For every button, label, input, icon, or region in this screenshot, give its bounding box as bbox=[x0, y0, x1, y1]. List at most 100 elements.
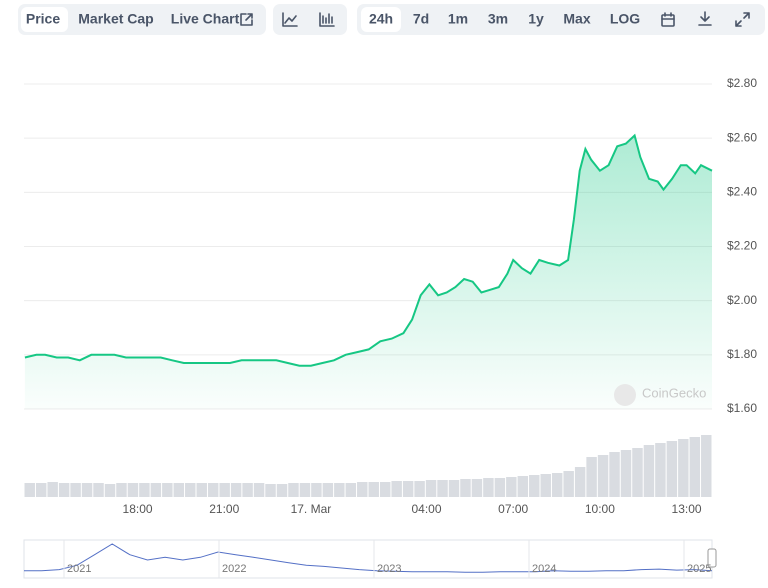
volume-bar bbox=[425, 480, 437, 497]
line-icon[interactable] bbox=[282, 12, 298, 27]
volume-bar bbox=[127, 483, 139, 497]
volume-bar bbox=[35, 483, 47, 497]
y-tick-label: $2.60 bbox=[727, 130, 757, 144]
volume-bar bbox=[437, 480, 448, 497]
expand-icon[interactable] bbox=[735, 12, 750, 27]
volume-bar bbox=[632, 448, 643, 497]
view-selected bbox=[21, 7, 68, 32]
chart-type-group bbox=[273, 4, 347, 35]
range-button[interactable]: 7d bbox=[413, 11, 429, 27]
candle-icon[interactable] bbox=[319, 12, 335, 27]
volume-bar bbox=[460, 479, 471, 497]
volume-bar bbox=[311, 483, 322, 497]
x-tick-label: 17. Mar bbox=[291, 502, 332, 516]
volume-bar bbox=[574, 467, 586, 497]
range-button[interactable]: 1y bbox=[528, 11, 544, 27]
x-tick-label: 10:00 bbox=[585, 502, 615, 516]
volume-bar bbox=[253, 483, 265, 497]
volume-bar bbox=[609, 452, 620, 497]
volume-bar bbox=[506, 477, 517, 497]
range-button[interactable]: Max bbox=[563, 11, 590, 27]
price-line bbox=[24, 133, 713, 367]
volume-bar bbox=[391, 481, 402, 497]
volume-bar bbox=[58, 483, 70, 497]
y-tick-label: $2.40 bbox=[727, 185, 757, 199]
watermark-logo bbox=[614, 384, 636, 406]
volume-bar bbox=[288, 483, 299, 497]
range-selected bbox=[361, 7, 401, 32]
volume-bar bbox=[116, 483, 127, 497]
volume-bar bbox=[655, 443, 666, 497]
volume-bar bbox=[517, 476, 529, 497]
x-tick-label: 07:00 bbox=[498, 502, 528, 516]
volume-bar bbox=[81, 483, 93, 497]
volume-bar bbox=[494, 478, 506, 497]
volume-bar bbox=[529, 475, 540, 497]
navigator-label: 2024 bbox=[532, 563, 556, 575]
volume-bar bbox=[334, 483, 345, 497]
y-tick-label: $2.80 bbox=[727, 76, 757, 90]
navigator[interactable] bbox=[23, 539, 713, 579]
view-button[interactable]: Market Cap bbox=[78, 11, 153, 27]
volume-bar bbox=[185, 483, 196, 497]
volume-bar bbox=[230, 483, 242, 497]
volume-bar bbox=[666, 441, 678, 497]
volume-bar bbox=[551, 473, 563, 497]
volume-bar bbox=[448, 480, 460, 497]
download-icon[interactable] bbox=[698, 11, 712, 26]
volume-bar bbox=[357, 482, 368, 497]
volume-bar bbox=[173, 483, 185, 497]
volume-bar bbox=[379, 482, 391, 497]
volume-bar bbox=[689, 437, 701, 497]
x-tick-label: 04:00 bbox=[411, 502, 441, 516]
volume-bar bbox=[701, 435, 712, 497]
volume-bar bbox=[242, 483, 253, 497]
volume-bar bbox=[540, 474, 551, 497]
volume-bar bbox=[368, 482, 379, 497]
volume-bar bbox=[139, 483, 150, 497]
navigator-label: 2022 bbox=[222, 563, 246, 575]
volume-bar bbox=[47, 482, 58, 497]
navigator-handle[interactable] bbox=[707, 548, 717, 568]
y-tick-label: $1.80 bbox=[727, 347, 757, 361]
volume-bar bbox=[563, 471, 574, 497]
volume-bar bbox=[219, 483, 230, 497]
volume-bar bbox=[299, 483, 311, 497]
x-tick-label: 18:00 bbox=[123, 502, 153, 516]
range-button[interactable]: 3m bbox=[488, 11, 508, 27]
range-button[interactable]: 1m bbox=[448, 11, 468, 27]
y-tick-label: $2.00 bbox=[727, 293, 757, 307]
volume-bar bbox=[643, 445, 655, 497]
y-tick-label: $2.20 bbox=[727, 239, 757, 253]
volume-bar bbox=[24, 483, 35, 497]
navigator-label: 2021 bbox=[67, 563, 91, 575]
navigator-label: 2023 bbox=[377, 563, 401, 575]
volume-bar bbox=[276, 484, 288, 497]
external-icon bbox=[240, 13, 253, 26]
price-area bbox=[24, 135, 712, 409]
volume-bar bbox=[597, 455, 609, 497]
volume-bar bbox=[586, 457, 597, 497]
volume-bar bbox=[150, 483, 162, 497]
view-group bbox=[18, 4, 266, 35]
volume-bar bbox=[322, 483, 334, 497]
navigator-label: 2025 bbox=[687, 563, 711, 575]
calendar-icon[interactable] bbox=[661, 12, 675, 27]
navigator-line bbox=[24, 543, 713, 573]
range-button[interactable]: 24h bbox=[369, 11, 393, 27]
x-tick-label: 21:00 bbox=[209, 502, 239, 516]
volume-bar bbox=[620, 450, 632, 497]
volume-bar bbox=[414, 481, 425, 497]
volume-bar bbox=[70, 483, 81, 497]
range-group bbox=[357, 4, 765, 35]
volume-bar bbox=[471, 479, 483, 497]
view-button[interactable]: Live Chart bbox=[171, 11, 240, 27]
watermark: CoinGecko bbox=[642, 385, 706, 400]
volume-bar bbox=[196, 483, 207, 497]
log-button[interactable]: LOG bbox=[610, 11, 640, 27]
view-button[interactable]: Price bbox=[26, 11, 60, 27]
volume-bar bbox=[104, 484, 116, 497]
volume-bar bbox=[265, 484, 276, 497]
